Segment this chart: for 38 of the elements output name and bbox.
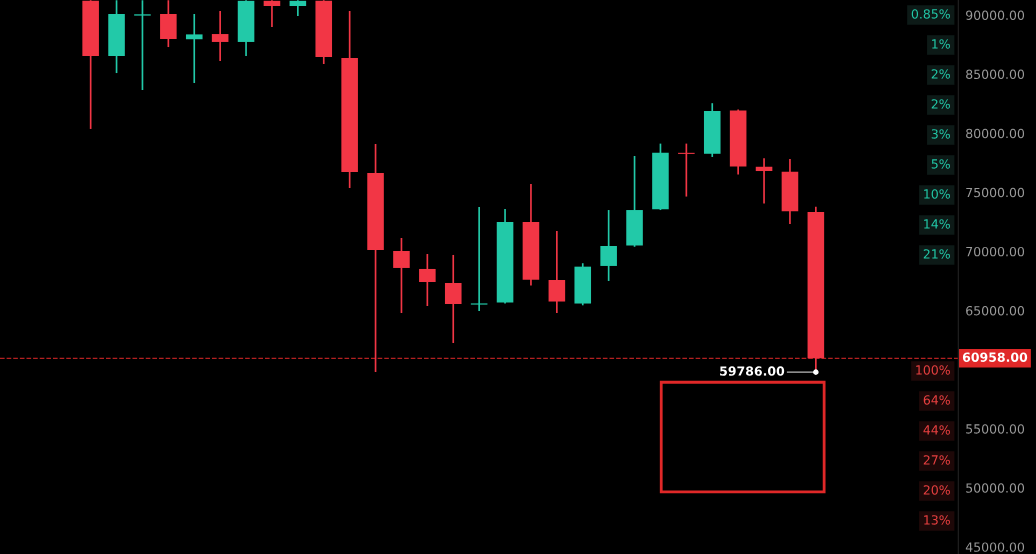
- annotation: 0.85%: [911, 9, 950, 19]
- annotation: 2%: [931, 69, 950, 79]
- annotation: 14%: [924, 219, 950, 229]
- candlestick: [678, 142, 695, 198]
- annotation: 21%: [923, 249, 950, 259]
- annotation: 64%: [923, 395, 950, 405]
- annotation: 3%: [931, 129, 950, 139]
- y-tick-label: 85000.00: [966, 69, 1025, 80]
- candlestick: [211, 10, 229, 62]
- candlestick: [548, 230, 566, 314]
- annotation: 2%: [931, 99, 950, 109]
- y-tick-label: 70000.00: [966, 246, 1025, 257]
- annotation: 27%: [923, 455, 950, 465]
- annotation: 100%: [916, 365, 950, 375]
- annotation: 44%: [923, 425, 950, 435]
- ref-line-label: 60958.00: [962, 352, 1028, 362]
- candlestick: [419, 253, 436, 307]
- y-tick-label: 80000.00: [966, 128, 1025, 139]
- y-tick-label: 45000.00: [965, 542, 1025, 552]
- y-tick-label: 65000.00: [966, 305, 1025, 316]
- candlestick: [263, 0, 281, 28]
- y-tick-label: 50000.00: [966, 483, 1025, 493]
- candlestick: [134, 0, 151, 91]
- candlestick: [393, 237, 410, 314]
- annotation: 59786.00: [720, 366, 785, 376]
- annotation: 1%: [932, 39, 950, 49]
- annotation: 20%: [923, 485, 950, 495]
- annotation: 13%: [924, 515, 950, 525]
- y-tick-label: 75000.00: [966, 187, 1025, 198]
- annotation: 5%: [931, 159, 950, 169]
- candlestick: [600, 209, 617, 282]
- candlestick: [444, 254, 462, 344]
- annotation: 10%: [924, 189, 950, 199]
- candlestick: [470, 206, 488, 312]
- candlestick: [755, 157, 773, 205]
- y-tick-label: 90000.00: [966, 10, 1025, 20]
- y-tick-label: 55000.00: [966, 424, 1025, 434]
- candlestick: [185, 13, 203, 84]
